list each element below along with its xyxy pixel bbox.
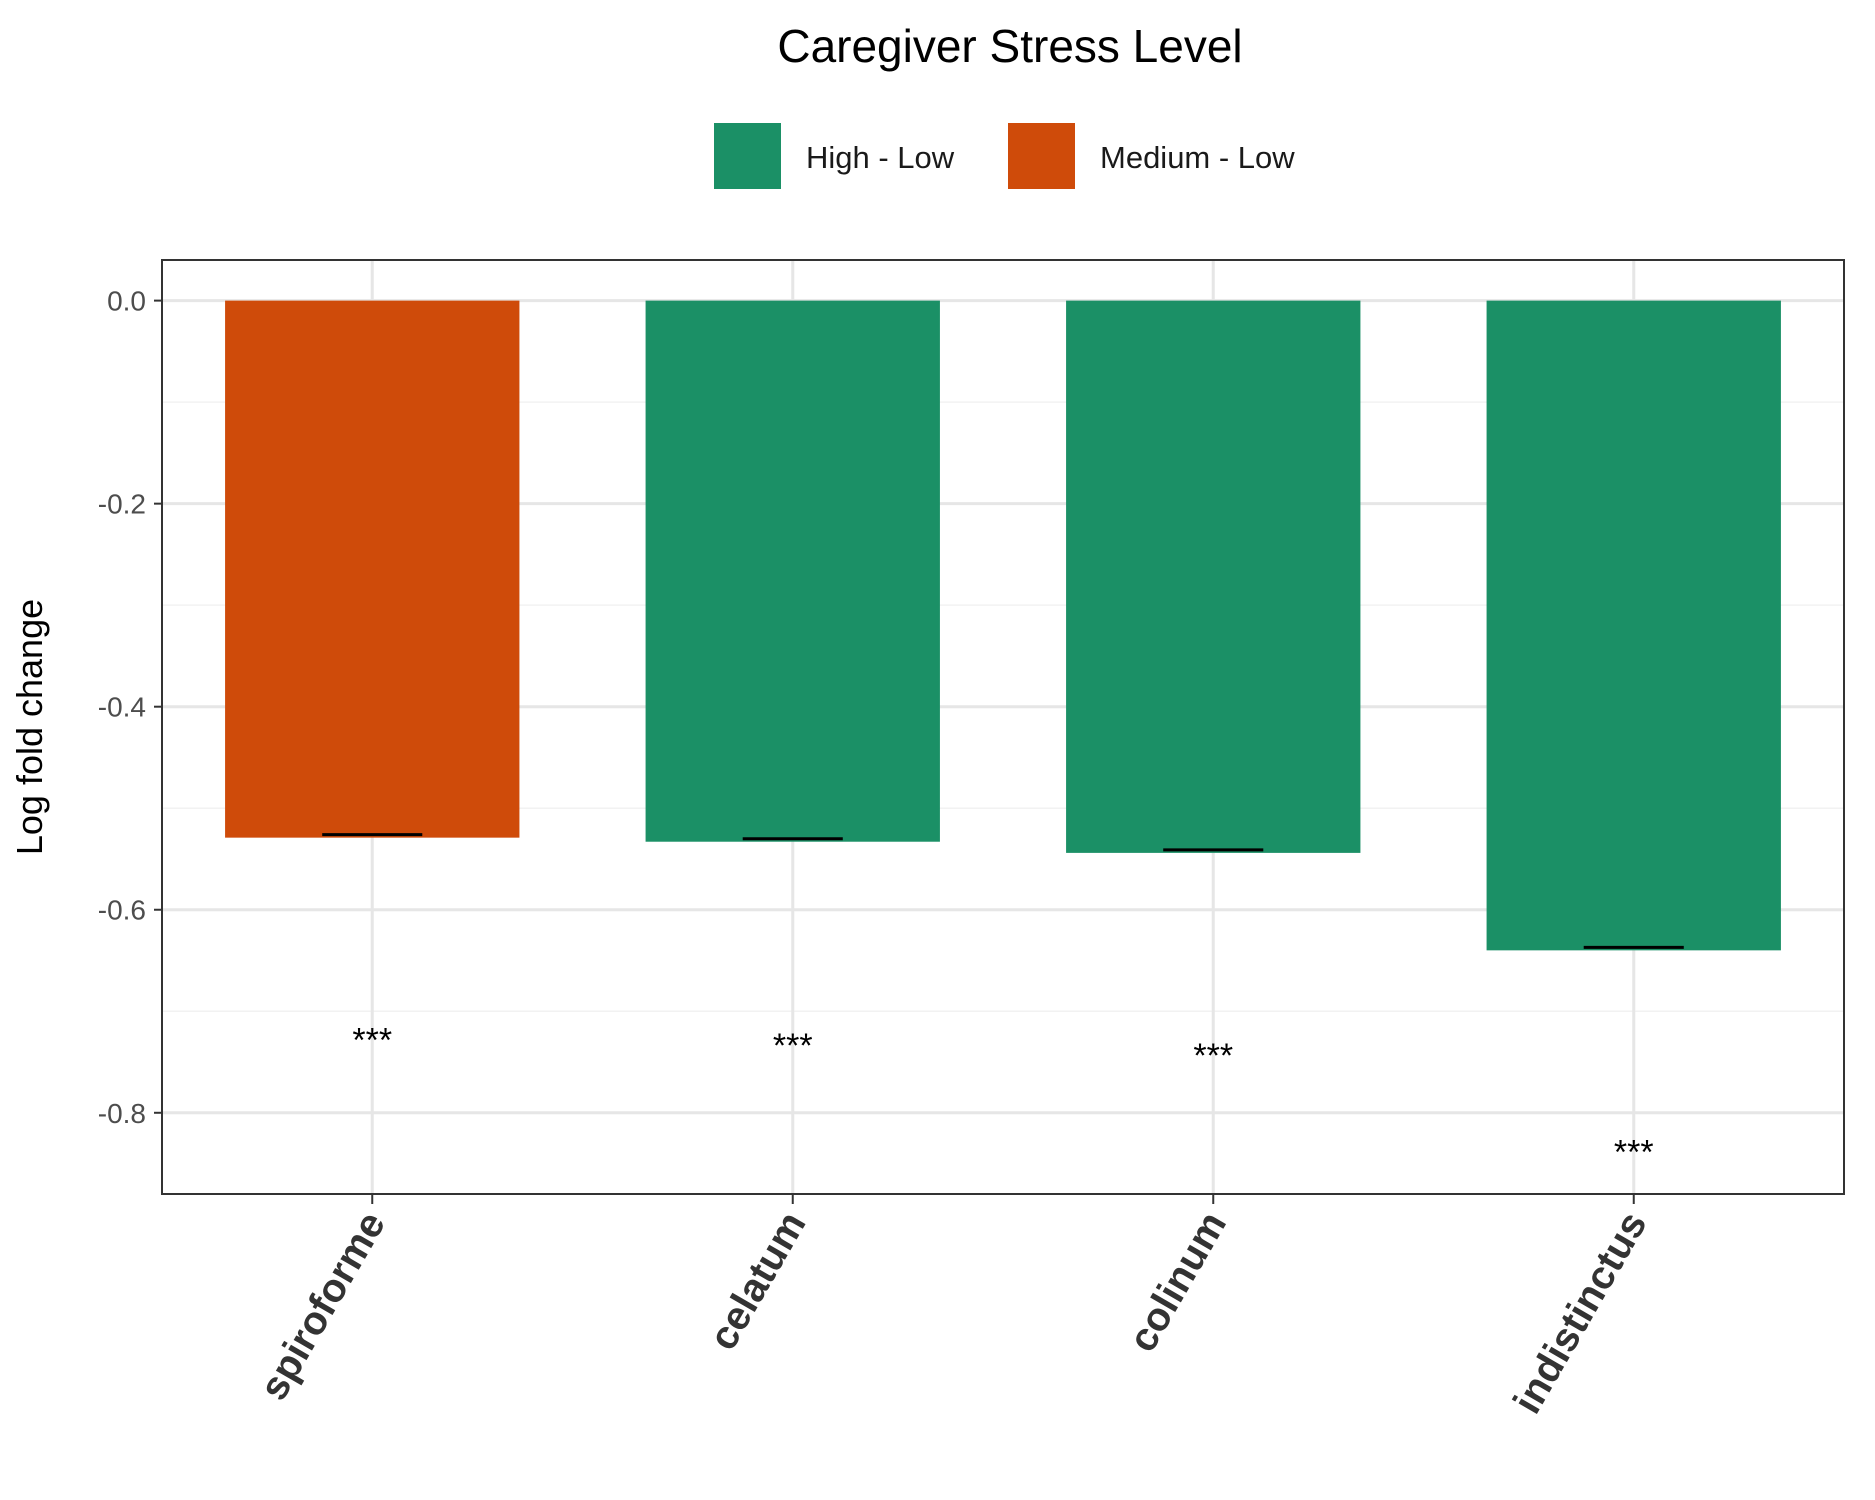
x-tick-label-spiroforme: spiroforme <box>251 1205 394 1408</box>
x-axis: spiroforme celatum colinum indistinctus <box>251 1194 1656 1421</box>
y-tick-label: -0.8 <box>98 1098 146 1129</box>
bar-colinum <box>1066 300 1361 853</box>
panel-border <box>161 259 1845 1195</box>
bars <box>225 300 1781 951</box>
y-tick-label: -0.4 <box>98 692 146 723</box>
bar-indistinctus <box>1486 300 1781 951</box>
bar-spiroforme <box>225 300 520 838</box>
significance-labels: *** *** *** *** <box>352 1022 1653 1172</box>
legend: High - Low Medium - Low <box>714 123 1295 189</box>
bar-celatum <box>645 300 940 842</box>
legend-label-medium-low: Medium - Low <box>1100 140 1295 175</box>
x-tick-label-colinum: colinum <box>1120 1205 1235 1360</box>
x-tick-label-indistinctus: indistinctus <box>1505 1205 1655 1421</box>
legend-label-high-low: High - Low <box>806 140 955 175</box>
significance-label-indistinctus: *** <box>1614 1133 1654 1171</box>
y-tick-label: -0.2 <box>98 489 146 520</box>
y-tick-label: 0.0 <box>107 286 146 317</box>
error-bars <box>322 833 1684 949</box>
legend-swatch-medium-low <box>1008 123 1075 189</box>
legend-swatch-high-low <box>714 123 781 189</box>
significance-label-celatum: *** <box>773 1027 813 1065</box>
y-axis: 0.0 -0.2 -0.4 -0.6 -0.8 <box>98 286 162 1129</box>
y-tick-label: -0.6 <box>98 895 146 926</box>
chart-title: Caregiver Stress Level <box>777 20 1242 72</box>
significance-label-spiroforme: *** <box>352 1022 392 1060</box>
significance-label-colinum: *** <box>1193 1037 1233 1075</box>
x-tick-label-celatum: celatum <box>701 1205 815 1358</box>
y-axis-title: Log fold change <box>9 599 50 855</box>
